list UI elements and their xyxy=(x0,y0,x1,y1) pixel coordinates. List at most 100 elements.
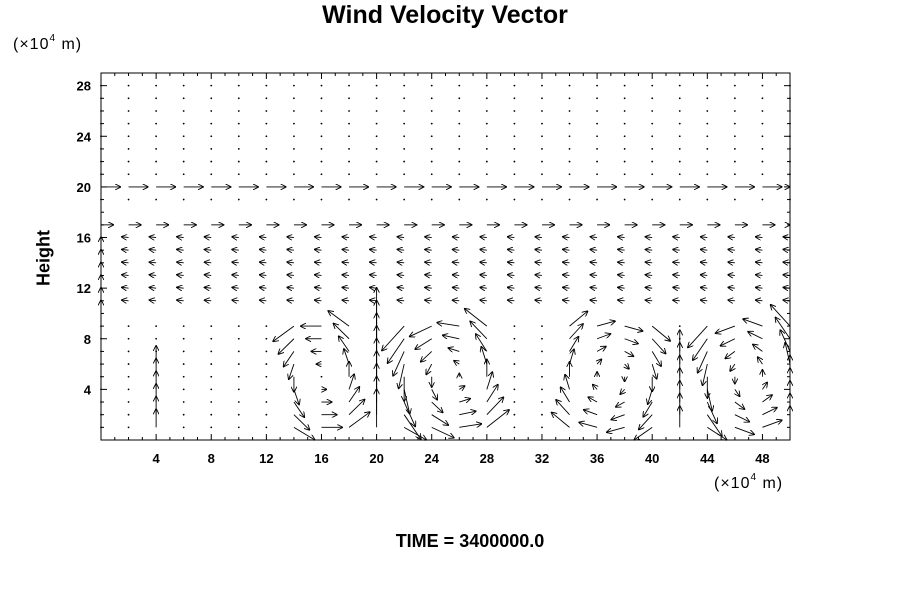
vector-dot xyxy=(485,173,488,176)
vector-dot xyxy=(761,160,764,163)
vector-dot xyxy=(265,375,268,378)
vector-dot xyxy=(375,173,378,176)
wind-vector xyxy=(563,262,570,263)
vector-dot xyxy=(458,122,461,125)
vector-dot xyxy=(182,97,185,100)
vector-dot xyxy=(761,97,764,100)
vector-dot xyxy=(210,135,213,138)
vector-dot xyxy=(127,363,130,365)
wind-vector xyxy=(700,287,708,288)
wind-vector xyxy=(651,363,657,379)
wind-vector xyxy=(583,410,598,416)
vector-dot xyxy=(265,198,268,201)
vector-dot xyxy=(182,148,185,150)
wind-vector xyxy=(459,424,481,428)
wind-vector xyxy=(122,300,129,301)
vector-dot xyxy=(320,135,323,138)
wind-vector xyxy=(648,389,653,404)
vector-dot xyxy=(237,413,240,416)
vector-dot xyxy=(733,84,736,87)
vector-dot xyxy=(348,110,350,112)
vector-dot xyxy=(623,148,626,150)
vector-dot xyxy=(127,426,130,429)
wind-vector xyxy=(370,300,377,301)
vector-dot xyxy=(210,426,213,429)
wind-vector xyxy=(289,363,295,379)
vector-dot xyxy=(733,160,736,163)
y-tick-label: 20 xyxy=(77,180,91,195)
vector-dot xyxy=(237,97,240,100)
wind-vector xyxy=(149,262,157,263)
wind-vector xyxy=(232,262,239,263)
vector-dot xyxy=(293,110,295,112)
vector-dot xyxy=(513,173,516,176)
vector-dot xyxy=(706,122,709,125)
vector-dot xyxy=(541,350,543,353)
vector-dot xyxy=(348,122,350,125)
wind-vector xyxy=(590,249,598,250)
vector-dot xyxy=(182,198,185,201)
vector-dot xyxy=(155,97,158,100)
wind-vector xyxy=(421,351,433,362)
wind-vector xyxy=(693,338,708,361)
wind-vector xyxy=(563,237,570,238)
wind-vector xyxy=(480,262,487,263)
wind-vector xyxy=(775,317,791,340)
wind-vector xyxy=(730,363,735,371)
vector-dot xyxy=(541,160,543,163)
vector-dot xyxy=(513,110,516,112)
vector-dot xyxy=(127,401,130,403)
vector-dot xyxy=(210,375,213,378)
wind-vector xyxy=(397,275,405,276)
vector-dot xyxy=(651,160,654,163)
x-tick-label: 16 xyxy=(314,451,328,466)
vector-dot xyxy=(541,388,543,391)
wind-vector xyxy=(232,300,239,301)
wind-vector xyxy=(556,400,570,415)
y-unit-exponent: 4 xyxy=(49,33,57,44)
vector-dot xyxy=(651,173,654,176)
wind-vector xyxy=(177,262,184,263)
wind-vector xyxy=(122,237,129,238)
wind-vector xyxy=(232,237,239,238)
wind-vector xyxy=(486,410,509,428)
vector-dot xyxy=(210,173,213,176)
wind-vector xyxy=(452,249,460,250)
wind-vector xyxy=(273,325,295,341)
vector-dot xyxy=(127,198,130,201)
vector-dot xyxy=(541,84,543,87)
x-tick-label: 44 xyxy=(700,451,715,466)
vector-dot xyxy=(127,135,130,138)
wind-vector xyxy=(480,275,487,276)
vector-dot xyxy=(155,173,158,176)
wind-vector xyxy=(706,414,722,437)
vector-dot xyxy=(293,173,295,176)
wind-vector xyxy=(339,336,350,352)
vector-dot xyxy=(265,350,268,353)
vector-dot xyxy=(348,148,350,150)
vector-dot xyxy=(403,135,406,138)
vector-dot xyxy=(210,84,213,87)
vector-dot xyxy=(237,148,240,150)
vector-dot xyxy=(761,110,764,112)
vector-dot xyxy=(761,198,764,201)
wind-vector xyxy=(645,275,653,276)
y-unit-pre: (×10 xyxy=(13,36,50,53)
vector-dot xyxy=(733,122,736,125)
vector-dot xyxy=(265,337,268,340)
wind-vector xyxy=(624,351,634,356)
wind-vector xyxy=(673,300,680,301)
wind-vector xyxy=(563,249,570,250)
vector-dot xyxy=(706,173,709,176)
wind-vector xyxy=(645,237,653,238)
wind-vector xyxy=(620,389,625,394)
vector-dot xyxy=(127,110,130,112)
wind-vector xyxy=(734,401,745,409)
vector-dot xyxy=(265,84,268,87)
vector-dot xyxy=(458,84,461,87)
wind-vector xyxy=(348,399,365,416)
vector-dot xyxy=(568,97,571,100)
vector-dot xyxy=(596,97,598,100)
wind-vector xyxy=(762,382,767,390)
y-tick-label: 12 xyxy=(77,281,91,296)
